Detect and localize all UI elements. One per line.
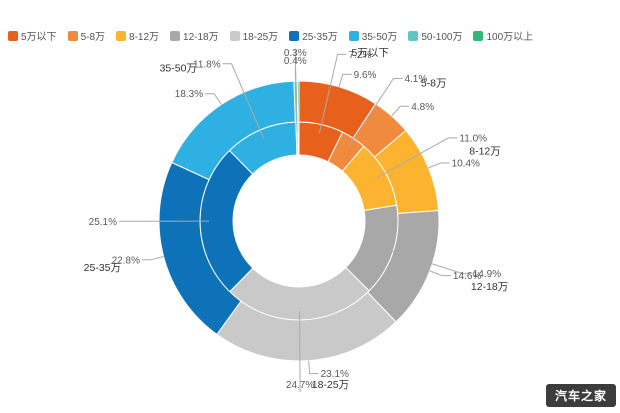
legend-swatch <box>473 30 484 41</box>
legend-swatch <box>348 30 359 41</box>
legend-item[interactable]: 25-35万 <box>289 28 338 43</box>
category-label-18-25万: 18-25万 <box>312 379 349 391</box>
legend-item[interactable]: 12-18万 <box>170 28 219 43</box>
legend-item[interactable]: 18-25万 <box>229 28 279 43</box>
percent-label-outer-35-50万: 18.3% <box>175 89 203 100</box>
percent-label-inner-5-8万: 4.1% <box>404 74 427 85</box>
legend-label: 18-25万 <box>242 32 279 43</box>
donut-segment-outer-100万以上[interactable] <box>296 80 300 123</box>
category-label-8-12万: 8-12万 <box>469 146 501 158</box>
percent-label-outer-50-100万: 0.4% <box>284 56 307 67</box>
category-label-5万以下: 5万以下 <box>352 47 389 59</box>
legend-item[interactable]: 5万以下 <box>8 28 57 43</box>
label-leader-line <box>348 78 403 147</box>
percent-label-inner-25-35万: 25.1% <box>89 217 117 228</box>
watermark-text: 汽车之家 <box>554 389 607 403</box>
legend-swatch <box>408 30 419 41</box>
legend-label: 12-18万 <box>183 32 219 43</box>
chart-legend: 5万以下 5-8万 8-12万 12-18万 18-25万 25-35万 35-50万 50-… <box>8 28 616 43</box>
label-leader-line <box>391 105 410 117</box>
label-leader-line <box>429 270 451 277</box>
label-leader-line <box>318 53 347 134</box>
donut-segment-inner-100万以上[interactable] <box>297 121 300 156</box>
legend-label: 5-8万 <box>80 32 106 43</box>
category-label-35-50万: 35-50万 <box>160 62 197 74</box>
legend-swatch <box>8 30 18 41</box>
label-leader-line <box>222 63 264 139</box>
legend-label: 35-50万 <box>361 32 398 43</box>
percent-label-outer-18-25万: 23.1% <box>321 369 349 380</box>
category-label-25-35万: 25-35万 <box>84 262 121 274</box>
label-leader-line <box>299 310 301 393</box>
percent-label-inner-18-25万: 24.7% <box>286 380 314 391</box>
label-leader-line <box>377 137 458 178</box>
percent-label-inner-5万以下: 7.2% <box>349 50 372 61</box>
autohome-watermark: 汽车之家 <box>545 384 616 407</box>
legend-label: 100万以上 <box>486 32 534 43</box>
legend-item[interactable]: 8-12万 <box>116 28 159 43</box>
legend-swatch <box>67 30 78 41</box>
legend-label: 8-12万 <box>129 32 160 43</box>
label-leader-line <box>205 93 222 105</box>
legend-item[interactable]: 35-50万 <box>348 28 398 43</box>
legend-item[interactable]: 5-8万 <box>67 28 106 43</box>
label-leader-line <box>338 73 352 87</box>
label-leader-line <box>384 248 471 274</box>
legend-swatch <box>289 30 300 41</box>
legend-swatch <box>116 30 127 41</box>
category-label-5-8万: 5-8万 <box>421 78 447 90</box>
percent-label-outer-25-35万: 22.8% <box>112 255 140 266</box>
legend-label: 5万以下 <box>21 32 57 43</box>
percent-label-outer-5万以下: 9.6% <box>354 70 377 81</box>
legend-label: 25-35万 <box>302 32 338 43</box>
percent-label-inner-12-18万: 14.9% <box>473 269 501 280</box>
percent-label-outer-12-18万: 14.6% <box>453 271 481 282</box>
legend-swatch <box>170 30 181 41</box>
label-leader-line <box>294 49 298 132</box>
legend-label: 50-100万 <box>421 32 463 43</box>
label-leader-line <box>142 256 164 261</box>
label-leader-line <box>308 360 319 375</box>
legend-item[interactable]: 100万以上 <box>473 28 533 43</box>
percent-label-outer-5-8万: 4.8% <box>411 102 434 113</box>
percent-label-inner-8-12万: 11.0% <box>459 133 487 144</box>
percent-label-inner-35-50万: 11.8% <box>193 59 221 70</box>
percent-label-inner-50-100万: 0.3% <box>284 48 307 59</box>
percent-label-outer-8-12万: 10.4% <box>452 158 480 169</box>
legend-item[interactable]: 50-100万 <box>408 28 462 43</box>
category-label-12-18万: 12-18万 <box>471 281 508 293</box>
legend-swatch <box>229 30 240 41</box>
label-leader-line <box>428 162 450 169</box>
